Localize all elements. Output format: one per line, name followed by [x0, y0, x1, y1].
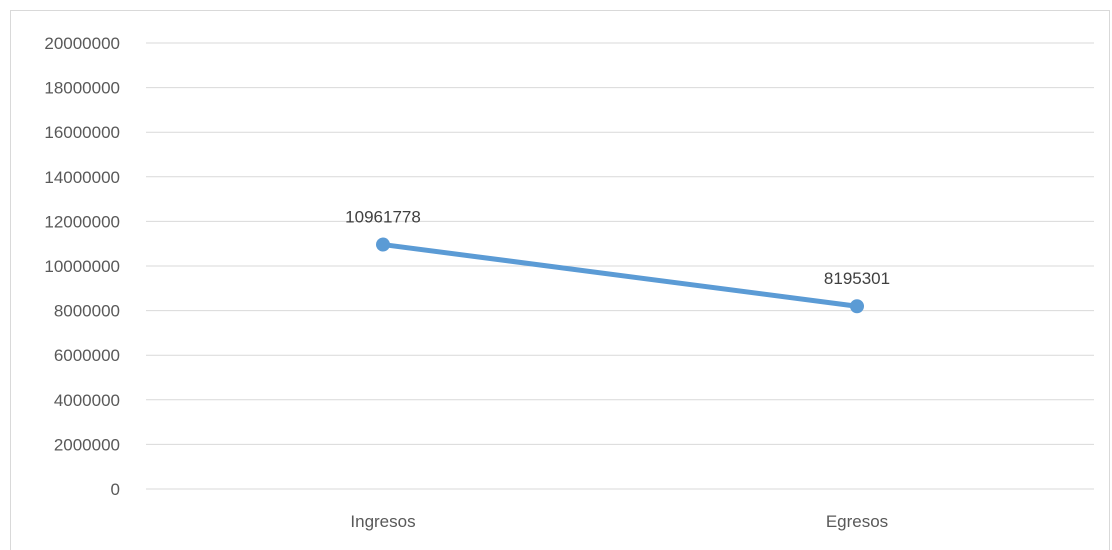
y-tick-label: 18000000	[44, 79, 120, 98]
data-labels-layer: 10961778 8195301	[345, 208, 890, 289]
y-tick-label: 16000000	[44, 123, 120, 142]
y-tick-label: 2000000	[54, 435, 120, 454]
y-tick-label: 20000000	[44, 34, 120, 53]
chart-frame	[10, 10, 1110, 550]
gridlines	[146, 42, 1094, 490]
x-axis-tick-labels: Ingresos Egresos	[350, 512, 888, 531]
x-tick-label: Egresos	[826, 512, 888, 531]
data-point	[376, 237, 390, 252]
data-label: 10961778	[345, 208, 421, 227]
y-tick-label: 4000000	[54, 391, 120, 410]
y-tick-label: 14000000	[44, 168, 120, 187]
y-tick-label: 12000000	[44, 212, 120, 231]
data-point	[850, 299, 864, 314]
series-line	[380, 242, 860, 309]
data-label: 8195301	[824, 269, 890, 288]
y-tick-label: 10000000	[44, 257, 120, 276]
y-tick-label: 8000000	[54, 302, 120, 321]
y-tick-label: 6000000	[54, 346, 120, 365]
series-layer	[376, 237, 864, 314]
x-tick-label: Ingresos	[350, 512, 415, 531]
y-axis-tick-labels: 0 2000000 4000000 6000000 8000000 10000000 120…	[44, 34, 120, 499]
y-tick-label: 0	[111, 480, 120, 499]
